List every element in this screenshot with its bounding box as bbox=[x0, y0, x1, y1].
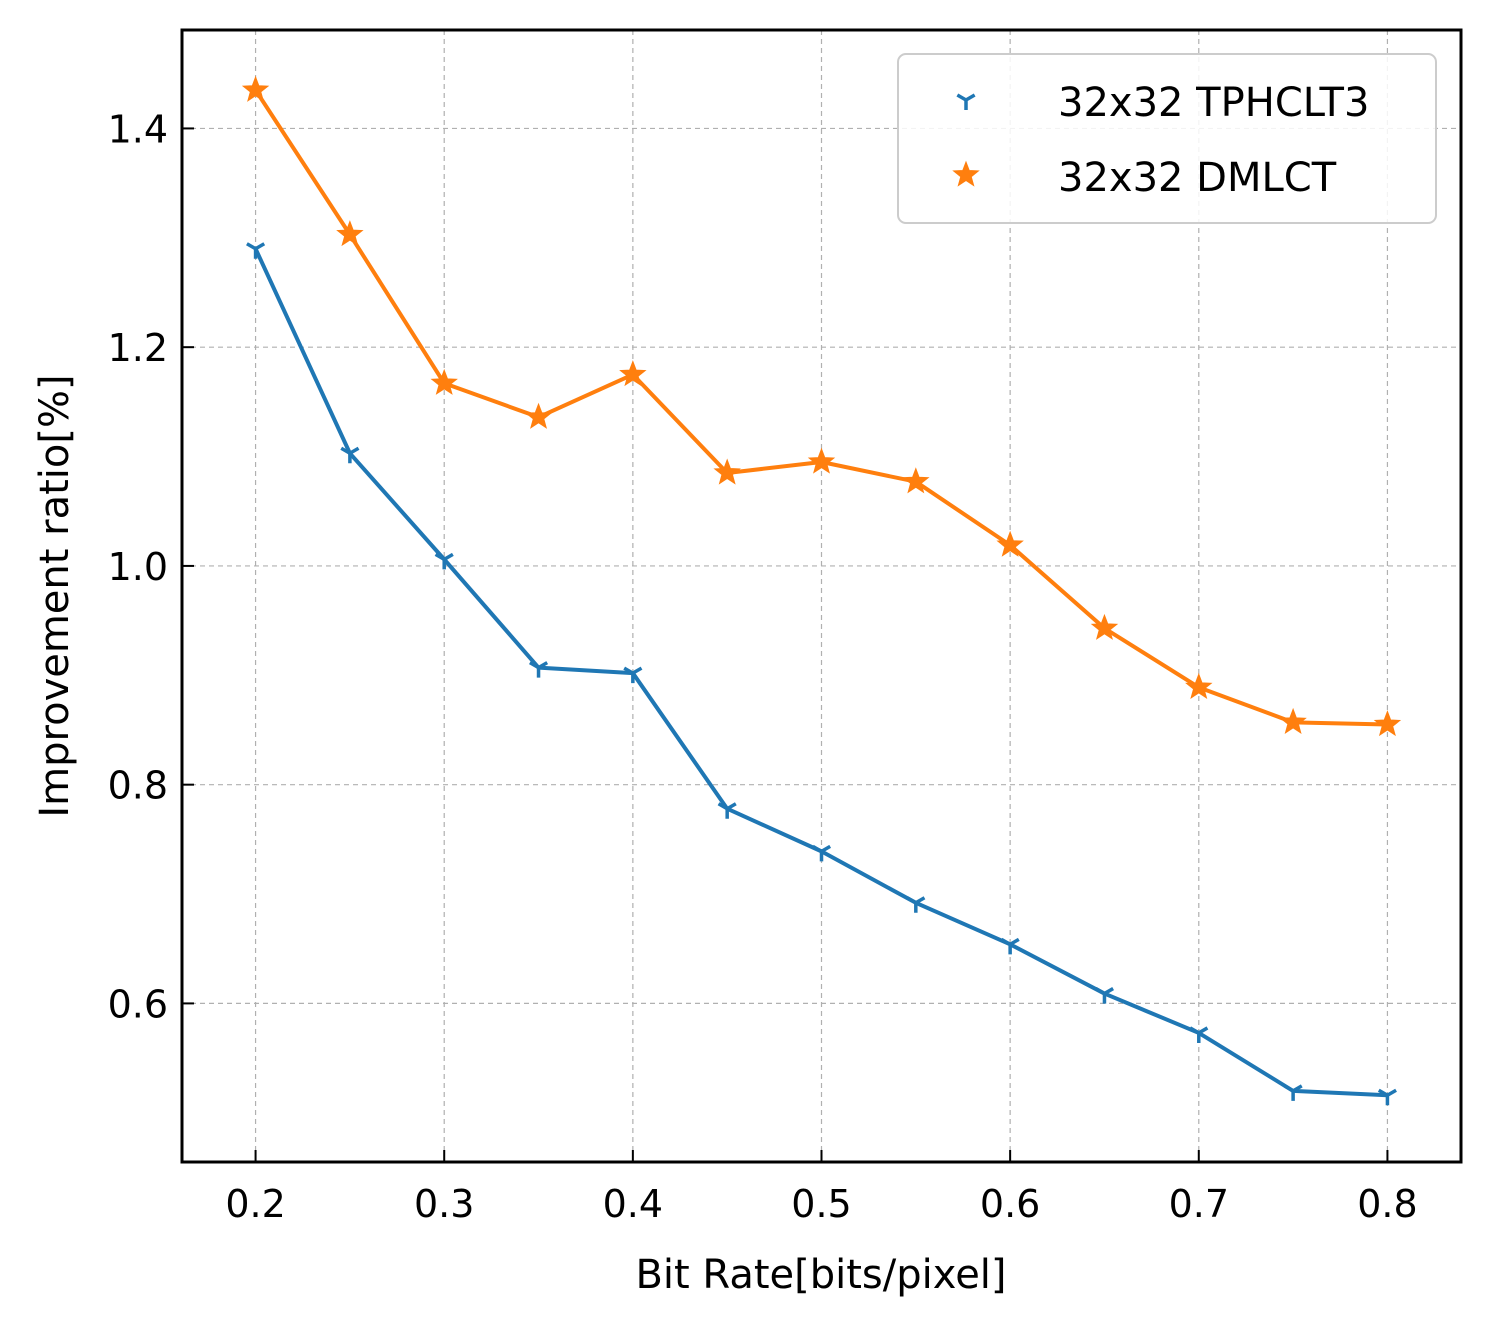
legend-label: 32x32 TPHCLT3 bbox=[1058, 80, 1369, 126]
x-tick-label: 0.5 bbox=[791, 1182, 851, 1226]
x-tick-label: 0.7 bbox=[1169, 1182, 1229, 1226]
series-2 bbox=[241, 75, 1402, 737]
y-tick-label: 1.0 bbox=[108, 545, 168, 589]
x-axis-label: Bit Rate[bits/pixel] bbox=[635, 1252, 1006, 1298]
legend-label: 32x32 DMLCT bbox=[1058, 155, 1337, 201]
series-layer bbox=[241, 75, 1402, 1106]
x-tick-label: 0.4 bbox=[603, 1182, 663, 1226]
data-point bbox=[902, 467, 930, 494]
legend-marker bbox=[952, 160, 980, 187]
series-1 bbox=[246, 242, 1397, 1106]
data-point bbox=[996, 530, 1024, 557]
data-point bbox=[713, 458, 741, 485]
data-point bbox=[430, 368, 458, 395]
y-axis-label: Improvement ratio[%] bbox=[32, 374, 78, 817]
data-point bbox=[434, 552, 454, 570]
y-tick-label: 1.2 bbox=[108, 326, 168, 370]
data-point bbox=[241, 75, 270, 102]
legend-marker bbox=[956, 93, 976, 110]
data-point bbox=[1373, 710, 1402, 737]
data-point bbox=[1283, 1084, 1303, 1101]
data-point bbox=[906, 896, 926, 913]
y-tick-label: 0.6 bbox=[108, 982, 168, 1026]
data-point bbox=[717, 802, 737, 819]
data-point bbox=[811, 844, 832, 862]
legend-box bbox=[897, 53, 1437, 224]
y-tick-label: 1.4 bbox=[108, 107, 168, 151]
data-point bbox=[1185, 672, 1213, 699]
data-point bbox=[807, 447, 836, 474]
data-point bbox=[1094, 987, 1114, 1004]
data-point bbox=[340, 446, 360, 464]
data-point bbox=[1377, 1088, 1397, 1106]
data-point bbox=[524, 402, 553, 429]
data-point bbox=[1279, 707, 1307, 734]
ticks: 0.2 0.3 0.4 0.5 0.6 0.7 0.8 0.6 0.8 1.0 1.2 1.4 bbox=[108, 107, 1418, 1226]
data-point bbox=[619, 360, 647, 387]
x-tick-label: 0.2 bbox=[225, 1182, 285, 1226]
data-point bbox=[1000, 937, 1020, 955]
x-tick-label: 0.8 bbox=[1357, 1182, 1417, 1226]
data-point bbox=[1090, 613, 1119, 640]
data-point bbox=[336, 220, 364, 247]
y-tick-label: 0.8 bbox=[108, 764, 168, 808]
data-point bbox=[246, 242, 266, 259]
x-tick-label: 0.6 bbox=[980, 1182, 1040, 1226]
x-tick-label: 0.3 bbox=[414, 1182, 474, 1226]
data-point bbox=[1189, 1026, 1209, 1043]
legend: 32x32 TPHCLT3 32x32 DMLCT bbox=[897, 53, 1437, 224]
data-point bbox=[528, 661, 549, 678]
data-point bbox=[623, 666, 643, 684]
